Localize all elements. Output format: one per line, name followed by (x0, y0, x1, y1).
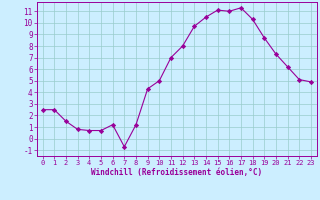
X-axis label: Windchill (Refroidissement éolien,°C): Windchill (Refroidissement éolien,°C) (91, 168, 262, 177)
